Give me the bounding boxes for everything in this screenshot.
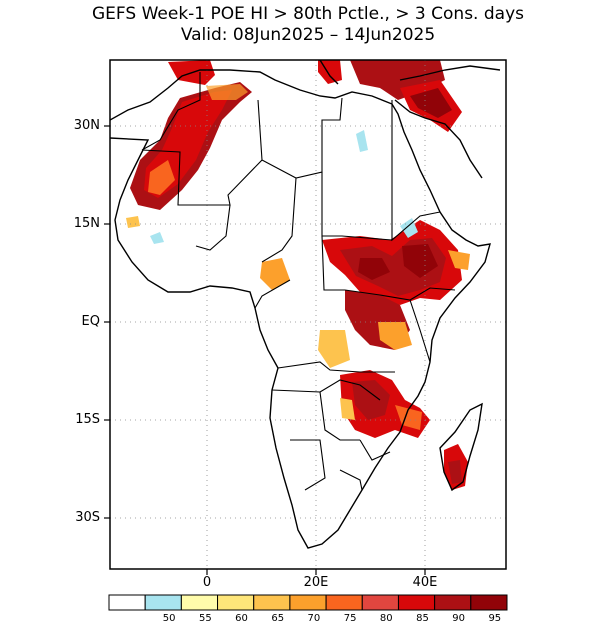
lat-label-15n: 15N (73, 216, 100, 231)
colorbar-cell (470, 594, 508, 611)
colorbar-tick-label: 75 (343, 613, 357, 624)
country-borders (141, 72, 456, 491)
colorbar-tick-label: 80 (379, 613, 393, 624)
colorbar-tick-label: 70 (307, 613, 321, 624)
colorbar-cell (434, 594, 472, 611)
colorbar (108, 594, 508, 611)
colorbar-tick-label: 65 (271, 613, 285, 624)
colorbar-cell (397, 594, 436, 611)
colorbar-tick-label: 95 (488, 613, 502, 624)
colorbar-cell (108, 594, 146, 611)
lon-label-0: 0 (202, 575, 212, 590)
colorbar-tick-label: 50 (162, 613, 176, 624)
chart-title: GEFS Week-1 POE HI > 80th Pctle., > 3 Co… (92, 4, 524, 24)
graticule (110, 60, 506, 569)
colorbar-cell (289, 594, 327, 611)
axis-ticks (104, 125, 426, 575)
colorbar-cell (217, 594, 255, 611)
lon-label-40e: 40E (412, 575, 438, 590)
colorbar-cell (180, 594, 219, 611)
chart-subtitle: Valid: 08Jun2025 – 14Jun2025 (180, 25, 436, 45)
map-border (109, 59, 507, 570)
lon-label-20e: 20E (303, 575, 329, 590)
coastlines (110, 60, 501, 549)
colorbar-tick-label: 85 (416, 613, 429, 624)
colorbar-cell (361, 594, 399, 611)
lat-label-15s: 15S (75, 412, 100, 427)
colorbar-cell (253, 594, 291, 611)
colorbar-tick-label: 55 (198, 613, 212, 624)
colorbar-tick-label: 90 (452, 613, 465, 624)
colorbar-cell (144, 594, 182, 611)
colorbar-tick-label: 60 (235, 613, 248, 624)
lat-label-eq: EQ (81, 314, 100, 329)
lat-label-30s: 30S (75, 510, 100, 525)
colorbar-cell (325, 594, 363, 611)
lat-label-30n: 30N (73, 118, 100, 133)
probability-fill (126, 60, 470, 490)
